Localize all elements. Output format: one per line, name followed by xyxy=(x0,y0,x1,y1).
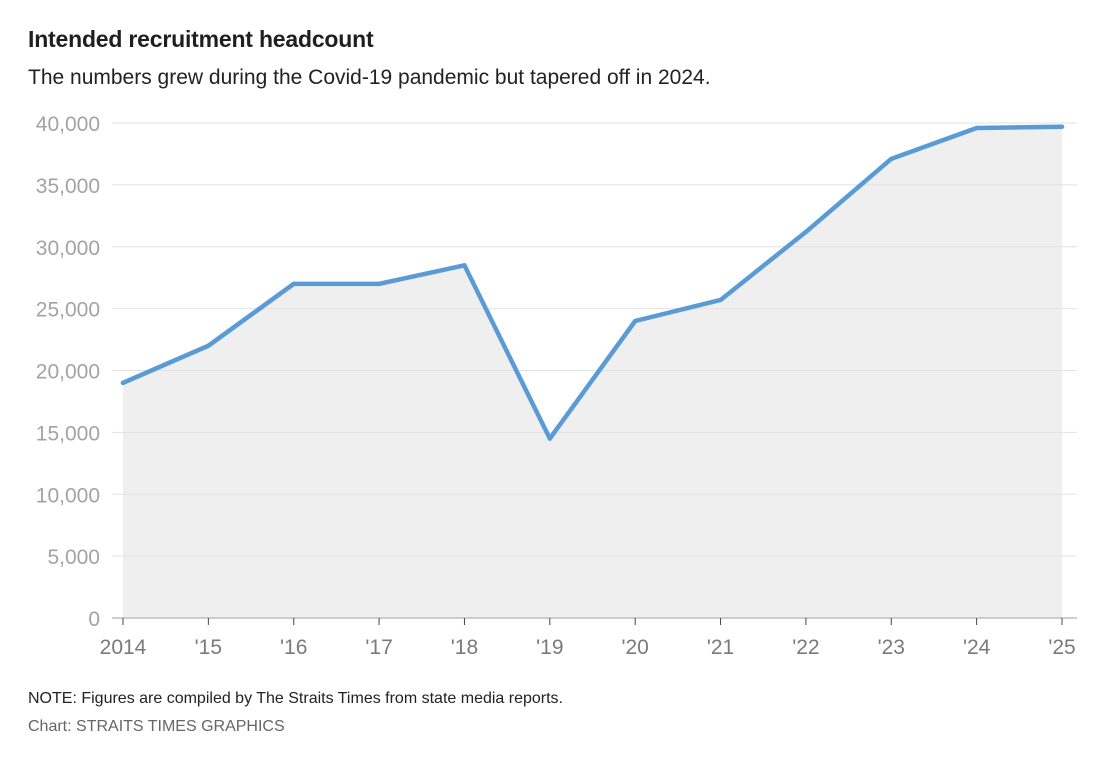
data-point xyxy=(291,281,296,287)
data-point xyxy=(1059,124,1065,129)
data-point xyxy=(974,125,979,131)
data-point xyxy=(718,297,723,303)
area-fill xyxy=(123,126,1062,619)
y-tick-label: 35,000 xyxy=(36,175,100,198)
x-tick-label: '15 xyxy=(195,636,222,659)
data-point xyxy=(462,263,467,268)
y-tick-label: 20,000 xyxy=(36,361,100,384)
x-tick-label: '22 xyxy=(792,636,819,659)
chart-title: Intended recruitment headcount xyxy=(28,26,374,52)
x-tick-label: '25 xyxy=(1048,636,1075,659)
x-tick-label: '17 xyxy=(365,636,392,659)
y-tick-label: 30,000 xyxy=(36,237,100,260)
x-tick-label: '21 xyxy=(707,636,734,659)
series-line xyxy=(120,124,1065,441)
x-tick-label: '20 xyxy=(621,636,648,659)
x-tick-label: 2014 xyxy=(100,636,147,659)
data-point xyxy=(889,156,894,162)
x-tick-label: '16 xyxy=(280,636,307,659)
chart-note: NOTE: Figures are compiled by The Strait… xyxy=(28,690,563,707)
data-point xyxy=(632,318,638,324)
y-tick-label: 15,000 xyxy=(36,422,100,445)
recruitment-area-chart: 0 5,000 10,000 15,000 20,000 25,000 30,000 35,0… xyxy=(36,113,1077,659)
data-point xyxy=(547,436,553,441)
y-tick-label: 10,000 xyxy=(36,484,100,507)
x-tick-label: '18 xyxy=(451,636,478,659)
x-tick-label: '24 xyxy=(963,636,991,659)
data-point xyxy=(206,343,211,348)
y-tick-label: 5,000 xyxy=(47,546,100,569)
chart-source: Chart: STRAITS TIMES GRAPHICS xyxy=(28,718,285,735)
y-tick-label: 40,000 xyxy=(36,113,100,136)
chart-subtitle: The numbers grew during the Covid-19 pan… xyxy=(28,66,711,89)
data-point xyxy=(803,229,809,235)
x-tick-label: '23 xyxy=(878,636,905,659)
data-point xyxy=(120,380,126,386)
data-point xyxy=(376,281,382,287)
x-tick-label: '19 xyxy=(536,636,563,659)
y-tick-label: 0 xyxy=(88,608,100,631)
y-tick-label: 25,000 xyxy=(36,299,100,322)
